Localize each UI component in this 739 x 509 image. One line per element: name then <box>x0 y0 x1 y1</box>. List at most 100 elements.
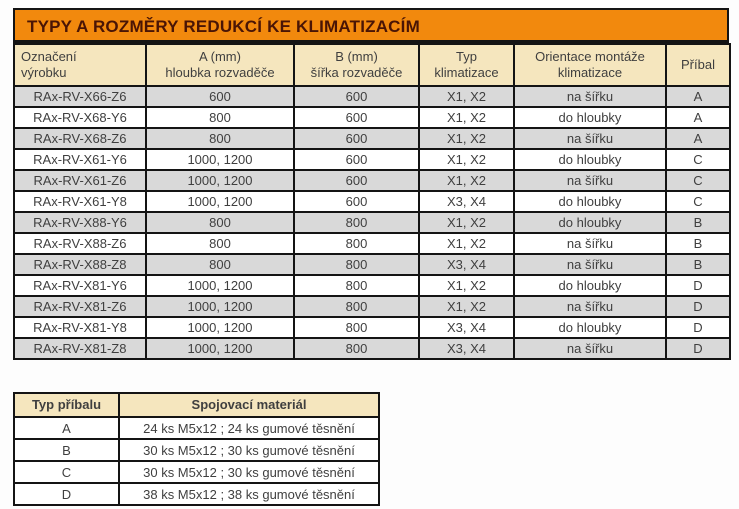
table-cell: 1000, 1200 <box>145 274 295 297</box>
col-header-product-code: Označení výrobku <box>13 43 147 87</box>
table-cell: RAx-RV-X61-Y8 <box>13 190 147 213</box>
table-row: RAx-RV-X66-Z6 600 600 X1, X2 na šířku A <box>13 85 731 108</box>
table-cell: 30 ks M5x12 ; 30 ks gumové těsnění <box>118 460 380 484</box>
table-cell: 800 <box>145 253 295 276</box>
table-cell: RAx-RV-X61-Y6 <box>13 148 147 171</box>
col-header-accessory-pack: Příbal <box>665 43 731 87</box>
table-title: TYPY A ROZMĚRY REDUKCÍ KE KLIMATIZACÍM <box>27 17 420 36</box>
table-cell: na šířku <box>513 253 667 276</box>
table-cell: X3, X4 <box>418 190 515 213</box>
table-row: A 24 ks M5x12 ; 24 ks gumové těsnění <box>13 416 380 440</box>
table-title-bar: TYPY A ROZMĚRY REDUKCÍ KE KLIMATIZACÍM <box>13 8 729 43</box>
table-cell: na šířku <box>513 337 667 360</box>
table-cell: B <box>13 438 120 462</box>
table-cell: 600 <box>293 169 420 192</box>
table-cell: RAx-RV-X81-Y8 <box>13 316 147 339</box>
col-header-width-b: B (mm) šířka rozvaděče <box>293 43 420 87</box>
accessory-table-section: Typ příbalu Spojovací materiál A 24 ks M5… <box>13 392 380 506</box>
table-cell: X1, X2 <box>418 211 515 234</box>
table-cell: 600 <box>293 106 420 129</box>
table-cell: do hloubky <box>513 190 667 213</box>
table-cell: D <box>665 295 731 318</box>
table-row: RAx-RV-X81-Z6 1000, 1200 800 X1, X2 na šířku… <box>13 295 731 318</box>
table-row: D 38 ks M5x12 ; 38 ks gumové těsnění <box>13 482 380 506</box>
table-cell: X1, X2 <box>418 85 515 108</box>
table-cell: do hloubky <box>513 316 667 339</box>
table-cell: 600 <box>293 190 420 213</box>
accessory-table-body: A 24 ks M5x12 ; 24 ks gumové těsnění B 30 k… <box>13 416 380 506</box>
table-cell: A <box>665 106 731 129</box>
table-cell: do hloubky <box>513 211 667 234</box>
table-cell: do hloubky <box>513 274 667 297</box>
table-cell: B <box>665 232 731 255</box>
table-cell: na šířku <box>513 127 667 150</box>
table-cell: 1000, 1200 <box>145 316 295 339</box>
table-cell: 30 ks M5x12 ; 30 ks gumové těsnění <box>118 438 380 462</box>
table-cell: na šířku <box>513 295 667 318</box>
table-row: B 30 ks M5x12 ; 30 ks gumové těsnění <box>13 438 380 462</box>
table-cell: RAx-RV-X68-Y6 <box>13 106 147 129</box>
table-cell: 800 <box>293 274 420 297</box>
table-cell: X3, X4 <box>418 316 515 339</box>
table-cell: 800 <box>293 337 420 360</box>
table-cell: RAx-RV-X66-Z6 <box>13 85 147 108</box>
table-cell: 600 <box>293 127 420 150</box>
table-cell: RAx-RV-X88-Z8 <box>13 253 147 276</box>
table-cell: na šířku <box>513 85 667 108</box>
table-cell: do hloubky <box>513 148 667 171</box>
table-cell: 800 <box>145 127 295 150</box>
table-cell: 1000, 1200 <box>145 337 295 360</box>
table-cell: A <box>665 127 731 150</box>
table-cell: 800 <box>293 253 420 276</box>
table-cell: X1, X2 <box>418 148 515 171</box>
table-row: RAx-RV-X61-Y6 1000, 1200 600 X1, X2 do hloub… <box>13 148 731 171</box>
table-cell: RAx-RV-X81-Z6 <box>13 295 147 318</box>
table-cell: C <box>13 460 120 484</box>
table-cell: C <box>665 169 731 192</box>
table-cell: X3, X4 <box>418 337 515 360</box>
table-cell: 1000, 1200 <box>145 148 295 171</box>
table-cell: X1, X2 <box>418 106 515 129</box>
table-cell: 600 <box>293 85 420 108</box>
table-cell: 38 ks M5x12 ; 38 ks gumové těsnění <box>118 482 380 506</box>
table-cell: 800 <box>145 211 295 234</box>
col-header-pack-type: Typ příbalu <box>13 392 120 418</box>
table-cell: 800 <box>293 232 420 255</box>
table-cell: na šířku <box>513 232 667 255</box>
table-cell: D <box>13 482 120 506</box>
table-cell: X1, X2 <box>418 127 515 150</box>
col-header-fastening-material: Spojovací materiál <box>118 392 380 418</box>
table-cell: do hloubky <box>513 106 667 129</box>
table-row: RAx-RV-X88-Z6 800 800 X1, X2 na šířku B <box>13 232 731 255</box>
table-cell: 1000, 1200 <box>145 295 295 318</box>
dimensions-table-section: TYPY A ROZMĚRY REDUKCÍ KE KLIMATIZACÍM O… <box>13 8 731 360</box>
table-cell: 24 ks M5x12 ; 24 ks gumové těsnění <box>118 416 380 440</box>
table-row: RAx-RV-X61-Z6 1000, 1200 600 X1, X2 na šířku… <box>13 169 731 192</box>
table-row: RAx-RV-X88-Y6 800 800 X1, X2 do hloubky B <box>13 211 731 234</box>
table-cell: 600 <box>145 85 295 108</box>
table-cell: A <box>13 416 120 440</box>
table-cell: X3, X4 <box>418 253 515 276</box>
table-cell: 600 <box>293 148 420 171</box>
table-cell: C <box>665 148 731 171</box>
table-row: RAx-RV-X81-Y6 1000, 1200 800 X1, X2 do hloub… <box>13 274 731 297</box>
table-cell: 1000, 1200 <box>145 190 295 213</box>
table-row: RAx-RV-X88-Z8 800 800 X3, X4 na šířku B <box>13 253 731 276</box>
table-cell: 800 <box>293 316 420 339</box>
table-cell: 1000, 1200 <box>145 169 295 192</box>
table-cell: RAx-RV-X81-Y6 <box>13 274 147 297</box>
table-cell: X1, X2 <box>418 295 515 318</box>
table-cell: X1, X2 <box>418 274 515 297</box>
table-cell: B <box>665 211 731 234</box>
table-cell: 800 <box>145 106 295 129</box>
dimensions-table: Označení výrobku A (mm) hloubka rozvaděč… <box>13 43 731 360</box>
col-header-depth-a: A (mm) hloubka rozvaděče <box>145 43 295 87</box>
col-header-ac-type: Typ klimatizace <box>418 43 515 87</box>
table-row: RAx-RV-X68-Y6 800 600 X1, X2 do hloubky A <box>13 106 731 129</box>
table-cell: D <box>665 337 731 360</box>
table-cell: RAx-RV-X88-Z6 <box>13 232 147 255</box>
table-cell: X1, X2 <box>418 232 515 255</box>
table-cell: D <box>665 316 731 339</box>
table-row: RAx-RV-X81-Z8 1000, 1200 800 X3, X4 na šířku… <box>13 337 731 360</box>
table-cell: RAx-RV-X81-Z8 <box>13 337 147 360</box>
